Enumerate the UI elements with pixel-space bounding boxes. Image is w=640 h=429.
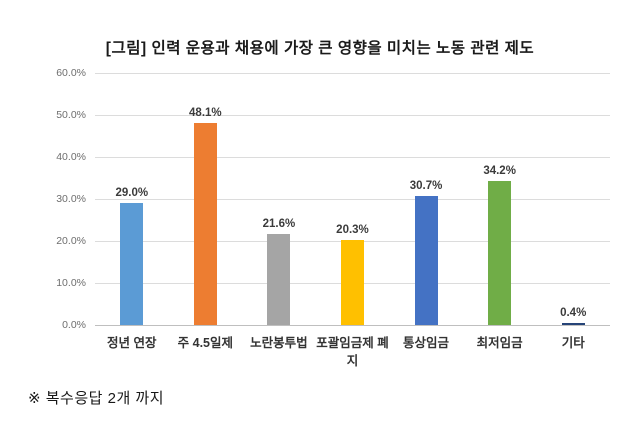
bar-column: 29.0% [95, 73, 169, 325]
bar [340, 239, 364, 325]
bar-value-label: 48.1% [189, 106, 222, 119]
bar-value-label: 34.2% [483, 165, 516, 178]
y-tick-label: 50.0% [56, 109, 86, 121]
bar-column: 48.1% [169, 73, 243, 325]
y-tick-label: 10.0% [56, 277, 86, 289]
y-tick-label: 20.0% [56, 235, 86, 247]
x-tick-label: 노란봉투법 [250, 336, 308, 350]
bar-column: 34.2% [463, 73, 537, 325]
chart-title: [그림] 인력 운용과 채용에 가장 큰 영향을 미치는 노동 관련 제도 [105, 40, 535, 57]
gridline [95, 325, 610, 326]
x-tick-label: 기타 [561, 336, 585, 350]
y-tick-label: 30.0% [56, 193, 86, 205]
bar-value-label: 21.6% [262, 218, 296, 231]
y-tick-label: 0.0% [62, 319, 86, 331]
bar-column: 21.6% [242, 73, 316, 325]
y-tick-label: 40.0% [56, 151, 86, 163]
bar-column: 30.7% [389, 73, 463, 325]
bar [561, 323, 585, 325]
bar [193, 122, 217, 325]
gridline [95, 115, 610, 116]
bar-value-label: 29.0% [115, 187, 149, 200]
x-tick-label: 주 4.5일제 [177, 336, 234, 350]
bar-value-label: 0.4% [560, 307, 587, 319]
gridline [95, 199, 610, 200]
bar-column: 0.4% [536, 73, 610, 325]
bar-value-label: 20.3% [336, 223, 369, 236]
x-tick-label: 포괄임금제 폐지 [316, 336, 389, 369]
x-tick-label: 최저임금 [476, 336, 523, 350]
gridline [95, 73, 610, 74]
x-tick-label: 통상임금 [403, 336, 450, 350]
footnote: ※ 복수응답 2개 까지 [28, 390, 165, 407]
y-tick-label: 60.0% [56, 67, 86, 79]
bar [488, 181, 512, 325]
x-tick-label: 정년 연장 [107, 336, 157, 350]
gridline [95, 157, 610, 158]
bar [414, 196, 438, 325]
bar-column: 20.3% [316, 73, 390, 325]
bar [120, 203, 144, 325]
bar [267, 234, 291, 325]
bar-value-label: 30.7% [409, 180, 443, 193]
plot-area: 29.0% 48.1% 21.6% 20.3% 30.7% 34.2% 0.4% [95, 73, 610, 326]
